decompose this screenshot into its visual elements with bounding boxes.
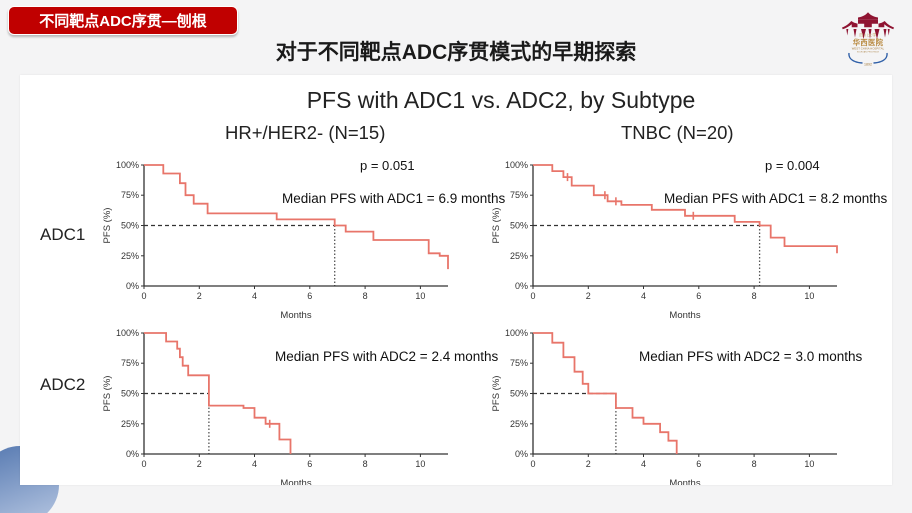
svg-text:10: 10 — [804, 291, 814, 301]
svg-text:Months: Months — [669, 478, 700, 485]
svg-text:6: 6 — [307, 291, 312, 301]
svg-text:1892: 1892 — [864, 63, 872, 67]
svg-text:10: 10 — [804, 459, 814, 469]
svg-text:0%: 0% — [515, 449, 528, 459]
svg-text:75%: 75% — [121, 190, 139, 200]
svg-text:4: 4 — [252, 291, 257, 301]
svg-text:8: 8 — [363, 291, 368, 301]
svg-text:50%: 50% — [510, 389, 528, 399]
svg-text:0%: 0% — [515, 281, 528, 291]
svg-text:10: 10 — [415, 459, 425, 469]
svg-text:0%: 0% — [126, 281, 139, 291]
svg-text:75%: 75% — [510, 190, 528, 200]
svg-text:PFS (%): PFS (%) — [102, 208, 113, 244]
svg-text:25%: 25% — [510, 419, 528, 429]
svg-text:0: 0 — [141, 459, 146, 469]
svg-text:Months: Months — [280, 478, 311, 485]
svg-text:2: 2 — [586, 291, 591, 301]
svg-text:10: 10 — [415, 291, 425, 301]
svg-text:四川大学: 四川大学 — [859, 32, 876, 38]
svg-text:100%: 100% — [116, 160, 139, 170]
svg-text:2: 2 — [586, 459, 591, 469]
svg-text:50%: 50% — [121, 389, 139, 399]
svg-text:100%: 100% — [116, 328, 139, 338]
svg-text:PFS (%): PFS (%) — [102, 376, 113, 412]
svg-text:25%: 25% — [121, 251, 139, 261]
svg-text:2: 2 — [197, 459, 202, 469]
svg-text:75%: 75% — [510, 358, 528, 368]
svg-text:6: 6 — [307, 459, 312, 469]
svg-text:75%: 75% — [121, 358, 139, 368]
svg-text:4: 4 — [641, 459, 646, 469]
svg-text:4: 4 — [252, 459, 257, 469]
svg-text:6: 6 — [696, 459, 701, 469]
svg-text:0%: 0% — [126, 449, 139, 459]
svg-text:华西医院: 华西医院 — [853, 38, 884, 47]
svg-text:PFS (%): PFS (%) — [491, 376, 502, 412]
svg-text:8: 8 — [752, 291, 757, 301]
svg-text:50%: 50% — [121, 221, 139, 231]
svg-text:6: 6 — [696, 291, 701, 301]
svg-text:2: 2 — [197, 291, 202, 301]
svg-text:8: 8 — [752, 459, 757, 469]
svg-text:100%: 100% — [505, 328, 528, 338]
svg-text:WEST CHINA HOSPITAL: WEST CHINA HOSPITAL — [852, 47, 885, 51]
svg-text:50%: 50% — [510, 221, 528, 231]
svg-text:8: 8 — [363, 459, 368, 469]
svg-text:25%: 25% — [121, 419, 139, 429]
svg-text:100%: 100% — [505, 160, 528, 170]
svg-text:SICHUAN PROVINCE: SICHUAN PROVINCE — [857, 51, 880, 54]
svg-text:PFS (%): PFS (%) — [491, 208, 502, 244]
svg-text:4: 4 — [641, 291, 646, 301]
svg-text:0: 0 — [141, 291, 146, 301]
svg-text:0: 0 — [530, 459, 535, 469]
svg-text:25%: 25% — [510, 251, 528, 261]
svg-text:0: 0 — [530, 291, 535, 301]
